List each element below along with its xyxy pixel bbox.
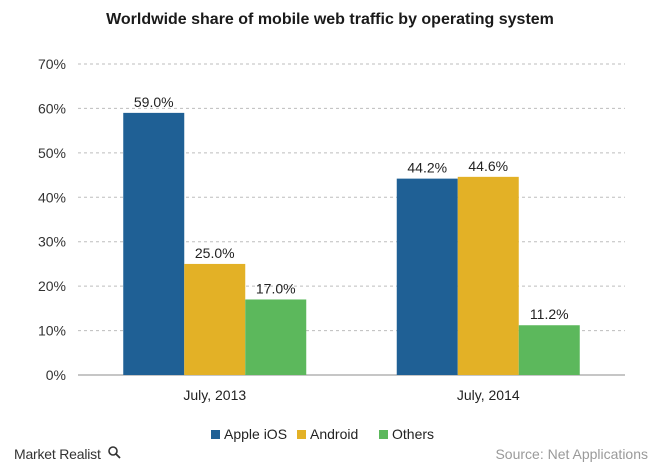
legend: Apple iOS Android Others (211, 426, 434, 442)
y-tick-label: 20% (38, 278, 66, 294)
data-label: 44.2% (407, 160, 447, 176)
bar-apple-ios-1 (123, 112, 185, 375)
legend-label: Others (392, 426, 434, 442)
legend-swatch (379, 430, 388, 439)
y-axis-ticks: 0% 10% 20% 30% 40% 50% 60% 70% (38, 56, 66, 383)
bar-others-2 (518, 325, 580, 375)
y-tick-label: 50% (38, 145, 66, 161)
bar-others-1 (245, 299, 307, 375)
y-tick-label: 60% (38, 100, 66, 116)
y-tick-label: 30% (38, 234, 66, 250)
chart-title: Worldwide share of mobile web traffic by… (106, 11, 554, 28)
magnifier-icon (108, 446, 121, 459)
data-label: 44.6% (468, 158, 508, 174)
legend-label: Android (310, 426, 358, 442)
data-label: 59.0% (134, 94, 174, 110)
bar-android-2 (457, 176, 519, 375)
data-label: 17.0% (256, 280, 296, 296)
data-labels: 59.0% 25.0% 17.0% 44.2% 44.6% 11.2% (134, 94, 569, 322)
footer-brand-group: Market Realist (14, 446, 121, 462)
legend-swatch (297, 430, 306, 439)
y-tick-label: 40% (38, 189, 66, 205)
footer-brand: Market Realist (14, 446, 101, 462)
legend-swatch (211, 430, 220, 439)
data-label: 11.2% (530, 306, 569, 322)
x-category-label: July, 2014 (457, 387, 520, 403)
y-tick-label: 70% (38, 56, 66, 72)
y-tick-label: 10% (38, 323, 66, 339)
footer-source: Source: Net Applications (495, 446, 648, 462)
bar-android-1 (184, 263, 246, 375)
legend-label: Apple iOS (224, 426, 287, 442)
bar-apple-ios-2 (396, 178, 458, 375)
bars (123, 112, 580, 375)
x-axis-categories: July, 2013 July, 2014 (183, 387, 519, 403)
y-tick-label: 0% (46, 367, 66, 383)
x-category-label: July, 2013 (183, 387, 246, 403)
data-label: 25.0% (195, 245, 235, 261)
